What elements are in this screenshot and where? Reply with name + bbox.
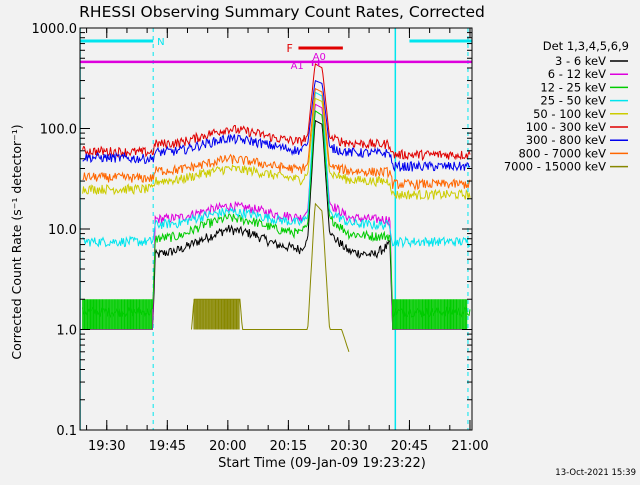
legend-entry-label: 50 - 100 keV — [533, 107, 606, 121]
y-tick-label: 1.0 — [56, 324, 77, 339]
band-7000-15000 — [193, 299, 240, 330]
flare-flag-label: F — [286, 42, 292, 55]
x-tick-label: 19:30 — [88, 439, 125, 454]
x-tick-label: 19:45 — [149, 439, 186, 454]
y-tick-label: 0.1 — [56, 424, 77, 439]
night-flag-label: N — [157, 37, 164, 48]
series-line — [191, 202, 350, 352]
legend-entry-label: 300 - 800 keV — [526, 133, 606, 147]
y-tick-label: 1000.0 — [32, 22, 78, 37]
legend-entry-label: 800 - 7000 keV — [518, 146, 606, 160]
legend-entry-label: 7000 - 15000 keV — [504, 160, 606, 174]
chart-title: RHESSI Observing Summary Count Rates, Co… — [79, 3, 485, 21]
footer-date: 13-Oct-2021 15:39 — [555, 468, 636, 478]
x-axis-label: Start Time (09-Jan-09 19:23:22) — [218, 456, 426, 471]
x-tick-label: 20:45 — [391, 439, 428, 454]
x-tick-label: 20:00 — [209, 439, 246, 454]
band-12-25-post — [392, 299, 468, 330]
x-tick-label: 20:15 — [270, 439, 307, 454]
series-line — [82, 79, 471, 172]
y-tick-label: 100.0 — [40, 123, 77, 138]
legend-title: Det 1,3,4,5,6,9 — [543, 39, 629, 53]
x-tick-label: 20:30 — [330, 439, 367, 454]
attenuator-label-a0: A0 — [313, 52, 326, 63]
plot-clip-group — [80, 28, 471, 430]
series-line — [82, 63, 471, 162]
legend-entry-label: 25 - 50 keV — [540, 94, 606, 108]
band-12-25-pre — [82, 299, 153, 330]
series-line — [82, 91, 471, 249]
legend-entry-label: 100 - 300 keV — [526, 120, 606, 134]
legend-entry-label: 6 - 12 keV — [548, 67, 606, 81]
y-tick-label: 10.0 — [48, 223, 77, 238]
y-axis-label: Corrected Count Rate (s⁻¹ detector⁻¹) — [9, 124, 24, 359]
legend-entry-label: 12 - 25 keV — [540, 80, 606, 94]
attenuator-label-a1: A1 — [291, 61, 304, 72]
legend-entry-label: 3 - 6 keV — [555, 54, 606, 68]
x-tick-label: 21:00 — [451, 439, 488, 454]
series-line — [82, 87, 471, 191]
series-line — [82, 97, 471, 201]
